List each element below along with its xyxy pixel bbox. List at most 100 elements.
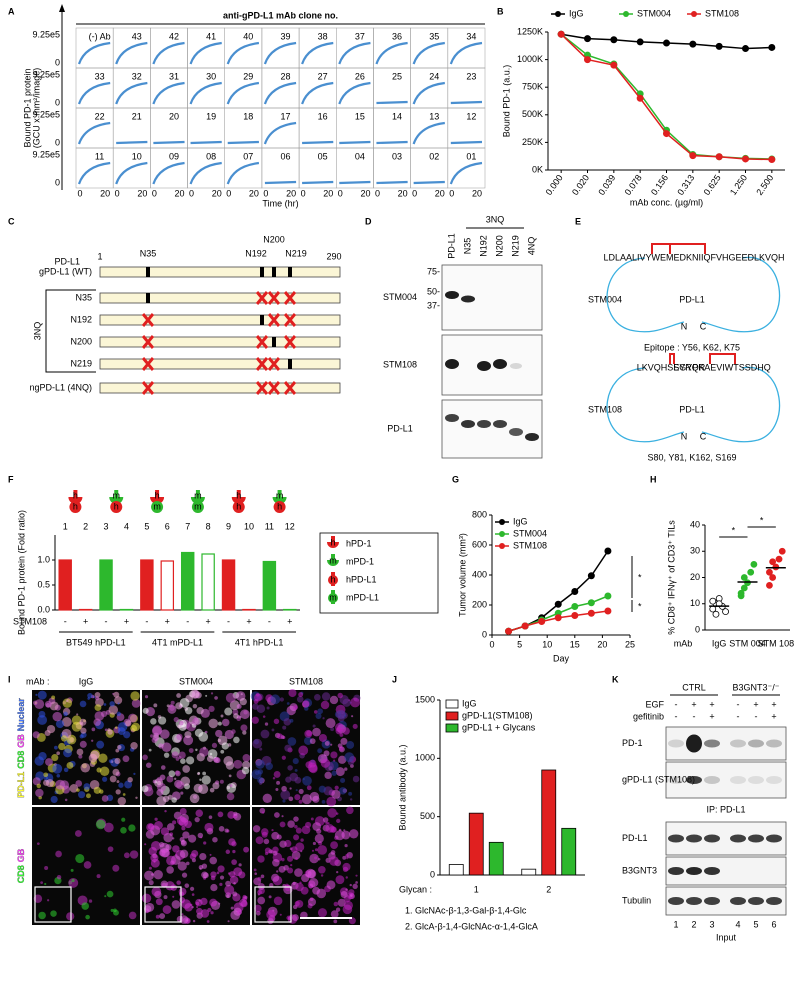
blot-band — [686, 897, 702, 905]
treatment-sign: - — [693, 711, 696, 721]
protein-bar — [99, 292, 341, 304]
y-tick-label: 400 — [472, 569, 487, 579]
y-tick-label: 250K — [522, 137, 543, 147]
binding-curve — [115, 41, 148, 65]
channel-name: CD8 — [16, 751, 26, 769]
micrograph-speckle — [206, 920, 210, 923]
binding-curve — [226, 81, 260, 105]
micrograph-speckle — [125, 720, 132, 727]
y-tick-label: 0 — [430, 869, 435, 879]
micrograph-speckle — [52, 711, 63, 722]
binding-curve — [116, 140, 148, 145]
micrograph-speckle — [182, 831, 190, 839]
data-point — [584, 56, 591, 64]
micrograph-speckle — [107, 846, 114, 852]
binding-curve — [77, 81, 111, 105]
group-bracket — [45, 289, 96, 373]
y-tick-label: 30 — [690, 546, 700, 556]
x-tick-label: 0 — [152, 188, 157, 198]
legend-label: IgG — [569, 8, 584, 18]
x-tick-label: 20 — [249, 188, 259, 198]
x-tick-label: 20 — [100, 188, 110, 198]
y-axis-label: Bound PD-1 (a.u.) — [501, 65, 511, 138]
y-tick-label: 0 — [482, 629, 487, 639]
channel-name: Nuclear — [16, 698, 26, 732]
lane-number: 4 — [735, 919, 740, 929]
micrograph-speckle — [301, 794, 312, 805]
blot-band — [493, 359, 507, 369]
micrograph-speckle — [37, 690, 47, 700]
blot-band — [766, 834, 782, 843]
x-axis-label: Glycan : — [399, 884, 432, 894]
micrograph-speckle — [329, 695, 339, 705]
micrograph-speckle — [133, 772, 136, 776]
micrograph-speckle — [271, 828, 274, 832]
clone-label: 15 — [355, 111, 365, 121]
micrograph-speckle — [224, 707, 233, 716]
micrograph-speckle — [46, 724, 56, 734]
panel-letter: E — [575, 216, 581, 226]
micrograph-speckle — [172, 845, 180, 853]
micrograph-speckle — [302, 776, 312, 786]
micrograph-speckle — [330, 727, 335, 732]
y-axis-label: Bound antibody (a.u.) — [397, 744, 407, 830]
micrograph-speckle — [135, 796, 138, 800]
micrograph-speckle — [172, 837, 175, 840]
micrograph-speckle — [345, 888, 348, 891]
micrograph-speckle — [66, 762, 74, 769]
micrograph-speckle — [171, 751, 179, 759]
terminus-label: C — [700, 431, 707, 441]
micrograph-speckle — [295, 789, 298, 792]
micrograph-speckle — [79, 718, 87, 726]
micrograph-speckle — [200, 909, 210, 918]
treatment-sign: + — [205, 616, 210, 626]
antibody-label: STM108 — [588, 404, 622, 414]
mutation-mark — [255, 335, 269, 349]
micrograph-speckle — [179, 849, 189, 859]
blot-band — [686, 834, 702, 843]
micrograph-speckle — [38, 911, 46, 920]
blot-band — [668, 834, 684, 843]
bar — [58, 559, 72, 611]
micrograph-speckle — [181, 913, 184, 916]
micrograph-speckle — [38, 751, 47, 761]
micrograph-speckle — [331, 770, 337, 776]
micrograph-speckle — [113, 909, 119, 916]
micrograph-speckle — [102, 776, 108, 782]
micrograph-speckle — [242, 754, 251, 762]
clone-label: 20 — [169, 111, 179, 121]
protein-bar — [99, 314, 341, 326]
y-tick-label: 600 — [472, 539, 487, 549]
terminus-label: C — [700, 321, 707, 331]
sequence: LKVQHSSYRQR — [637, 362, 706, 372]
micrograph-speckle — [96, 767, 102, 773]
micrograph-speckle — [169, 705, 175, 711]
mutation-mark — [255, 291, 269, 305]
micrograph-speckle — [199, 867, 202, 870]
clone-label: 33 — [95, 71, 105, 81]
blot-band — [704, 739, 720, 748]
channel-labels: CD8 GB — [16, 848, 26, 883]
micrograph-speckle — [209, 853, 212, 856]
micrograph-speckle — [281, 815, 284, 818]
mutation-mark — [283, 381, 297, 395]
data-point — [689, 40, 697, 48]
micrograph-speckle — [166, 866, 174, 874]
micrograph-speckle — [148, 846, 157, 856]
micrograph-speckle — [44, 866, 49, 871]
micrograph-speckle — [160, 827, 170, 836]
x-tick-label: 20 — [212, 188, 222, 198]
micrograph-speckle — [220, 749, 225, 754]
micrograph-speckle — [174, 853, 178, 856]
binding-curve — [189, 161, 222, 185]
legend-letter: h — [330, 574, 335, 584]
binding-curve — [450, 100, 483, 105]
legend-marker — [555, 11, 561, 17]
micrograph-speckle — [176, 733, 183, 741]
category-label: 10 — [244, 521, 254, 531]
data-point — [709, 597, 717, 605]
micrograph-speckle — [194, 816, 200, 823]
mutation-mark — [255, 357, 269, 371]
micrograph-speckle — [256, 704, 266, 713]
micrograph-speckle — [318, 756, 322, 760]
